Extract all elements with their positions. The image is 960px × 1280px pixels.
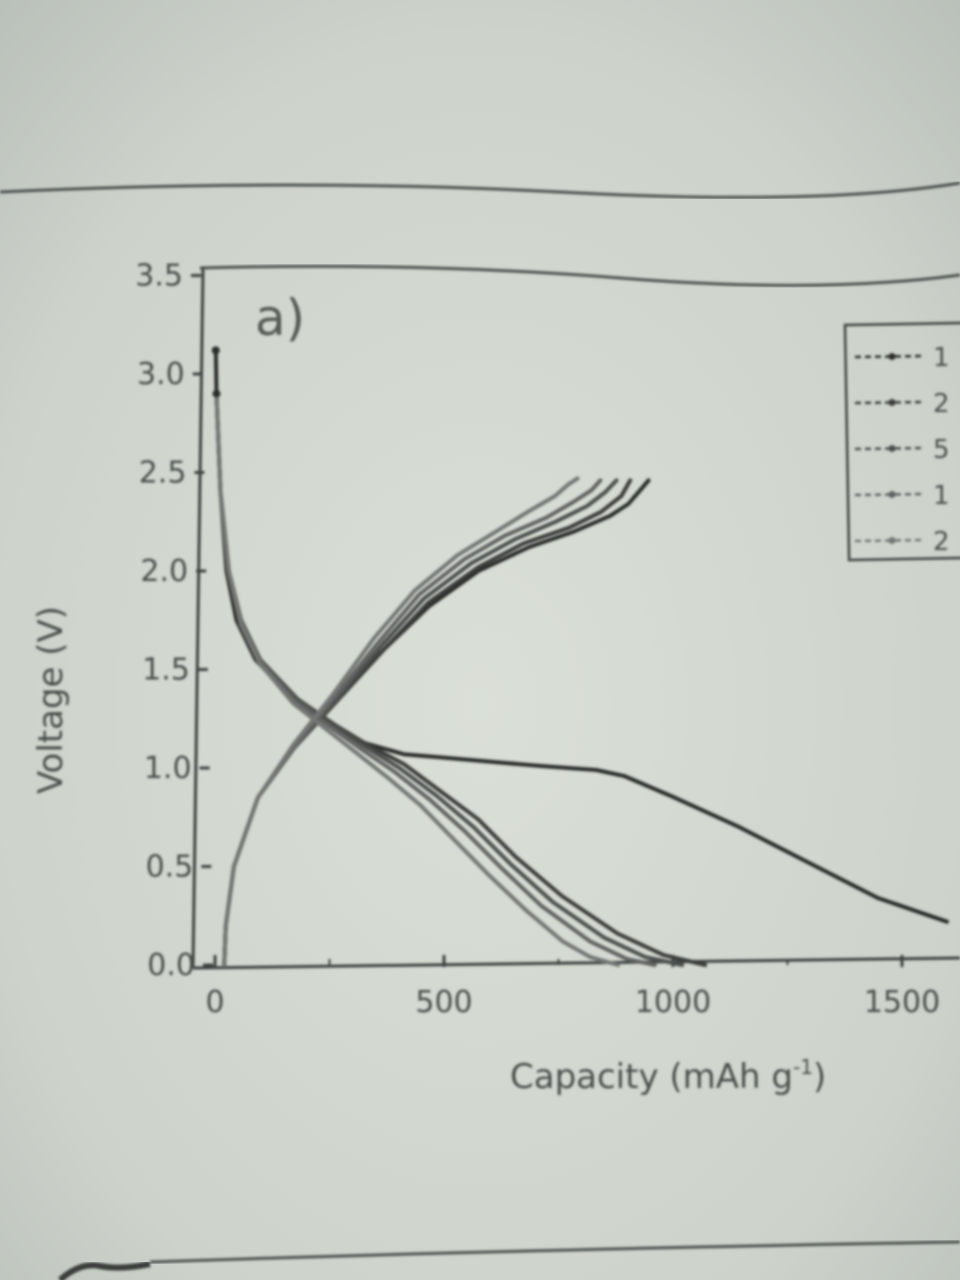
y-tick-label: 3.0 — [137, 357, 185, 392]
y-tick-label: 0.0 — [147, 948, 195, 983]
x-axis-ticks: 0 500 1000 1500 — [205, 955, 940, 1020]
page-rule-top — [0, 181, 960, 199]
legend-label: 1 — [933, 343, 950, 373]
page-rule-bottom — [149, 1240, 960, 1264]
y-tick-label: 1.0 — [144, 751, 192, 786]
legend-marker — [888, 491, 896, 498]
legend-label: 5 — [933, 435, 950, 465]
legend-marker — [888, 445, 896, 452]
series-1-start-point — [211, 346, 220, 355]
curve-group — [211, 346, 949, 967]
y-axis-ticks: 0.0 0.5 1.0 1.5 2.0 2.5 3.0 3.5 — [135, 259, 213, 983]
legend-label: 1 — [933, 481, 950, 511]
legend-marker — [888, 353, 896, 360]
y-tick-label: 3.5 — [135, 259, 183, 294]
x-axis-title: Capacity (mAh g-1) — [510, 1055, 826, 1097]
page-rule-mid — [199, 264, 960, 287]
y-tick-label: 0.5 — [146, 850, 194, 885]
y-tick-label: 2.0 — [140, 554, 188, 589]
x-tick-label: 1000 — [635, 985, 711, 1020]
series-1-discharge-curve — [213, 348, 949, 924]
legend: 1 2 5 1 2 — [843, 321, 960, 562]
x-tick-label: 1500 — [864, 985, 940, 1020]
y-axis-title: Voltage (V) — [31, 606, 71, 794]
x-axis-title-close: ) — [813, 1057, 826, 1097]
series-5-charge-curve — [222, 476, 580, 967]
panel-label: a) — [255, 289, 305, 347]
x-tick-label: 0 — [205, 985, 224, 1020]
series-1-start-point — [212, 389, 221, 398]
x-tick-label: 500 — [415, 985, 472, 1020]
x-axis-title-main: Capacity (mAh g — [510, 1057, 793, 1097]
y-tick-label: 2.5 — [139, 456, 187, 491]
plot-area: 0.0 0.5 1.0 1.5 2.0 2.5 3.0 3.5 0 500 1000 1500 a)… — [31, 259, 960, 1097]
legend-marker — [888, 399, 896, 406]
y-tick-label: 1.5 — [142, 653, 190, 688]
legend-label: 2 — [933, 389, 950, 419]
x-axis-line — [192, 956, 960, 970]
legend-label: 2 — [933, 527, 950, 557]
x-axis-title-superscript: -1 — [793, 1055, 813, 1079]
y-axis-line — [191, 267, 205, 969]
legend-items: 1 2 5 1 2 — [854, 343, 950, 557]
legend-marker — [888, 537, 896, 544]
next-figure-fragment — [57, 1261, 151, 1280]
series-5-discharge-curve — [214, 395, 620, 967]
legend-box — [843, 321, 960, 562]
